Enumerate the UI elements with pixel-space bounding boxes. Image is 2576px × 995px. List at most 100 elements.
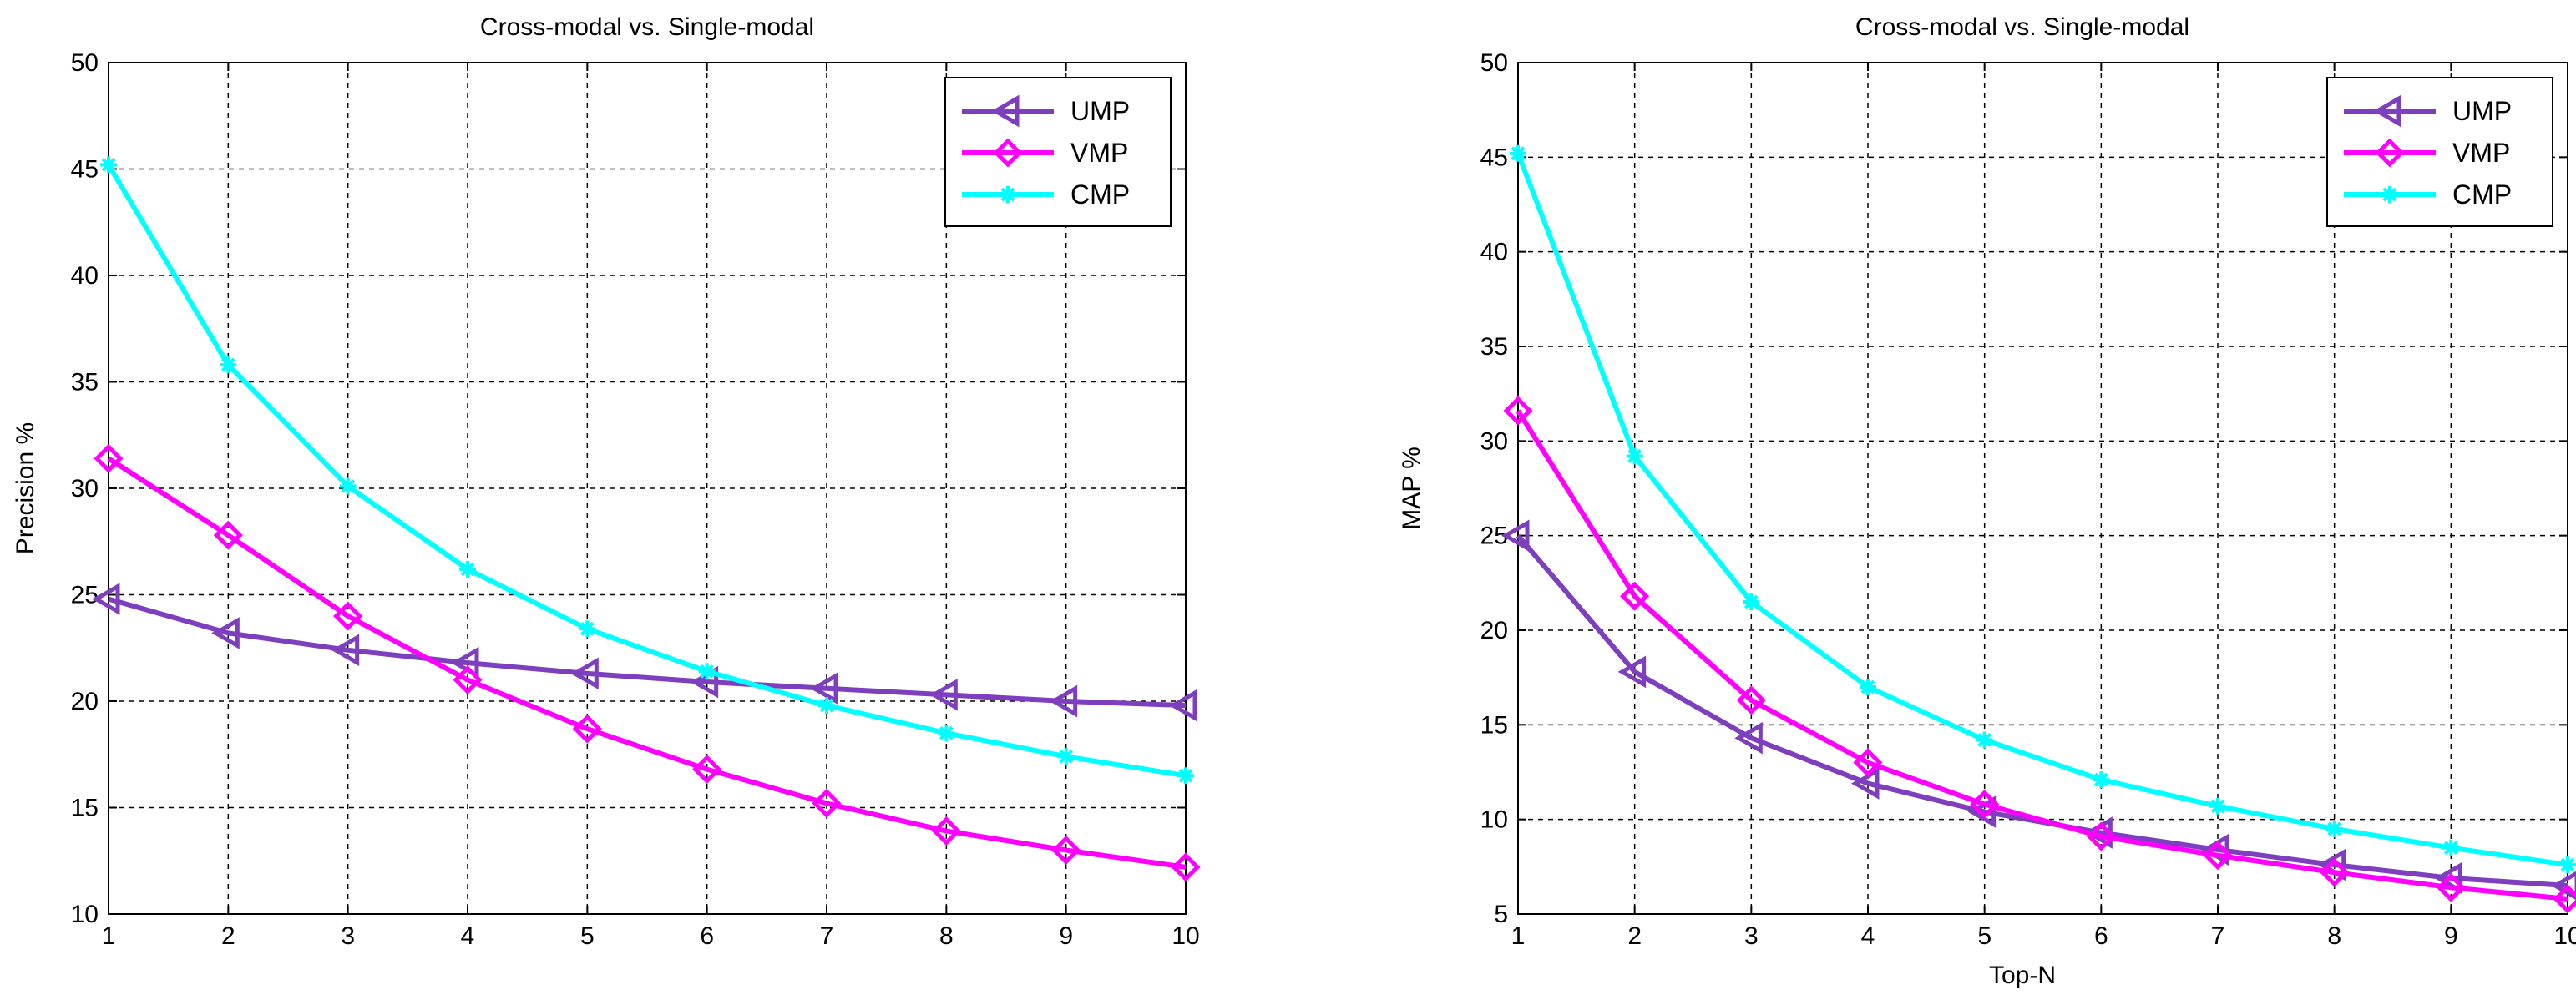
y-tick-label: 50 xyxy=(71,49,99,77)
legend-label: UMP xyxy=(2452,96,2512,126)
y-tick-label: 45 xyxy=(1480,144,1508,171)
series-line xyxy=(106,163,1187,779)
data-point xyxy=(1510,144,1526,162)
legend-label: VMP xyxy=(2452,138,2510,168)
x-tick-label: 7 xyxy=(2211,922,2225,950)
data-point xyxy=(213,520,243,550)
series-cmp xyxy=(100,156,1194,785)
y-tick-label: 30 xyxy=(1480,427,1508,455)
data-point xyxy=(1051,835,1081,866)
legend-label: UMP xyxy=(1070,96,1130,126)
series-ump xyxy=(91,583,1197,722)
data-point xyxy=(331,634,360,667)
data-point xyxy=(339,477,357,495)
data-point xyxy=(94,443,124,473)
x-tick-label: 9 xyxy=(1059,922,1073,950)
legend-item-ump: UMP xyxy=(2344,94,2512,128)
data-point xyxy=(459,560,476,578)
x-tick-label: 5 xyxy=(580,922,595,950)
data-point xyxy=(1736,685,1766,715)
x-tick-label: 6 xyxy=(2094,922,2108,950)
x-tick-label: 5 xyxy=(1977,922,1991,950)
data-point xyxy=(2086,821,2116,851)
y-tick-label: 35 xyxy=(71,369,99,396)
data-point xyxy=(1976,731,1993,749)
data-point xyxy=(1970,789,2000,820)
data-point xyxy=(1734,721,1763,755)
data-point xyxy=(2550,871,2576,901)
legend: UMP VMP CMP xyxy=(944,77,1172,227)
y-tick-label: 15 xyxy=(1480,711,1508,739)
x-tick-label: 3 xyxy=(341,922,355,950)
x-tick-label: 1 xyxy=(102,922,116,950)
data-point xyxy=(2203,841,2233,871)
data-point xyxy=(579,620,596,638)
data-point xyxy=(2320,857,2350,887)
series-cmp xyxy=(1510,144,2576,874)
x-tick-label: 2 xyxy=(221,922,235,950)
data-point xyxy=(1743,593,1760,610)
data-point xyxy=(1049,684,1078,718)
data-point xyxy=(1853,748,1883,778)
y-tick-label: 40 xyxy=(1480,239,1508,266)
y-tick-label: 20 xyxy=(71,688,99,715)
data-point xyxy=(1171,852,1201,882)
x-tick-label: 10 xyxy=(2553,922,2576,950)
series-line xyxy=(1516,409,2568,902)
legend: UMP VMP CMP xyxy=(2326,77,2553,227)
data-point xyxy=(1503,396,1533,426)
data-point xyxy=(1850,767,1880,800)
data-point xyxy=(453,664,483,695)
legend-marker xyxy=(2372,94,2401,128)
legend-item-vmp: VMP xyxy=(962,138,1128,168)
x-tick-label: 7 xyxy=(820,922,834,950)
data-point xyxy=(1626,447,1643,465)
data-point xyxy=(938,725,955,742)
y-axis-label: MAP % xyxy=(1398,447,1425,529)
y-tick-label: 5 xyxy=(1494,901,1508,928)
data-point xyxy=(2434,861,2462,895)
x-tick-label: 6 xyxy=(700,922,714,950)
legend-marker xyxy=(2375,138,2405,168)
y-tick-label: 40 xyxy=(71,262,99,290)
chart-title: Cross-modal vs. Single-modal xyxy=(480,13,814,41)
data-point xyxy=(812,788,842,818)
data-point xyxy=(1168,689,1197,722)
x-tick-label: 1 xyxy=(1511,922,1526,950)
data-point xyxy=(572,714,602,744)
legend-marker xyxy=(1000,186,1016,203)
x-tick-label: 9 xyxy=(2444,922,2458,950)
series-line xyxy=(1516,152,2568,868)
legend-marker xyxy=(990,94,1020,128)
y-tick-label: 30 xyxy=(71,475,99,503)
data-point xyxy=(1617,655,1647,689)
x-tick-label: 4 xyxy=(461,922,475,950)
data-point xyxy=(2436,872,2466,902)
legend-label: CMP xyxy=(1070,179,1130,210)
y-tick-label: 10 xyxy=(1480,806,1508,834)
data-point xyxy=(1860,679,1876,695)
precision-chart: Cross-modal vs. Single-modal Precision %… xyxy=(12,13,1201,950)
data-point xyxy=(931,816,961,846)
y-tick-label: 25 xyxy=(71,582,99,609)
data-point xyxy=(2209,797,2226,815)
series-vmp xyxy=(1503,396,2576,914)
data-point xyxy=(2325,821,2343,837)
chart-title: Cross-modal vs. Single-modal xyxy=(1855,13,2189,41)
data-point xyxy=(333,601,363,631)
data-point xyxy=(692,755,722,785)
x-tick-label: 2 xyxy=(1627,922,1642,950)
legend-item-ump: UMP xyxy=(962,94,1130,128)
y-tick-label: 10 xyxy=(71,901,99,928)
y-tick-label: 20 xyxy=(1480,617,1508,644)
x-tick-label: 8 xyxy=(939,922,954,950)
data-point xyxy=(1620,581,1650,611)
data-point xyxy=(2559,856,2576,874)
x-axis-label: Top-N xyxy=(1989,962,2056,989)
x-tick-label: 8 xyxy=(2327,922,2341,950)
data-point xyxy=(809,672,838,705)
x-tick-label: 4 xyxy=(1861,922,1875,950)
data-point xyxy=(818,697,835,715)
data-point xyxy=(1177,767,1194,785)
